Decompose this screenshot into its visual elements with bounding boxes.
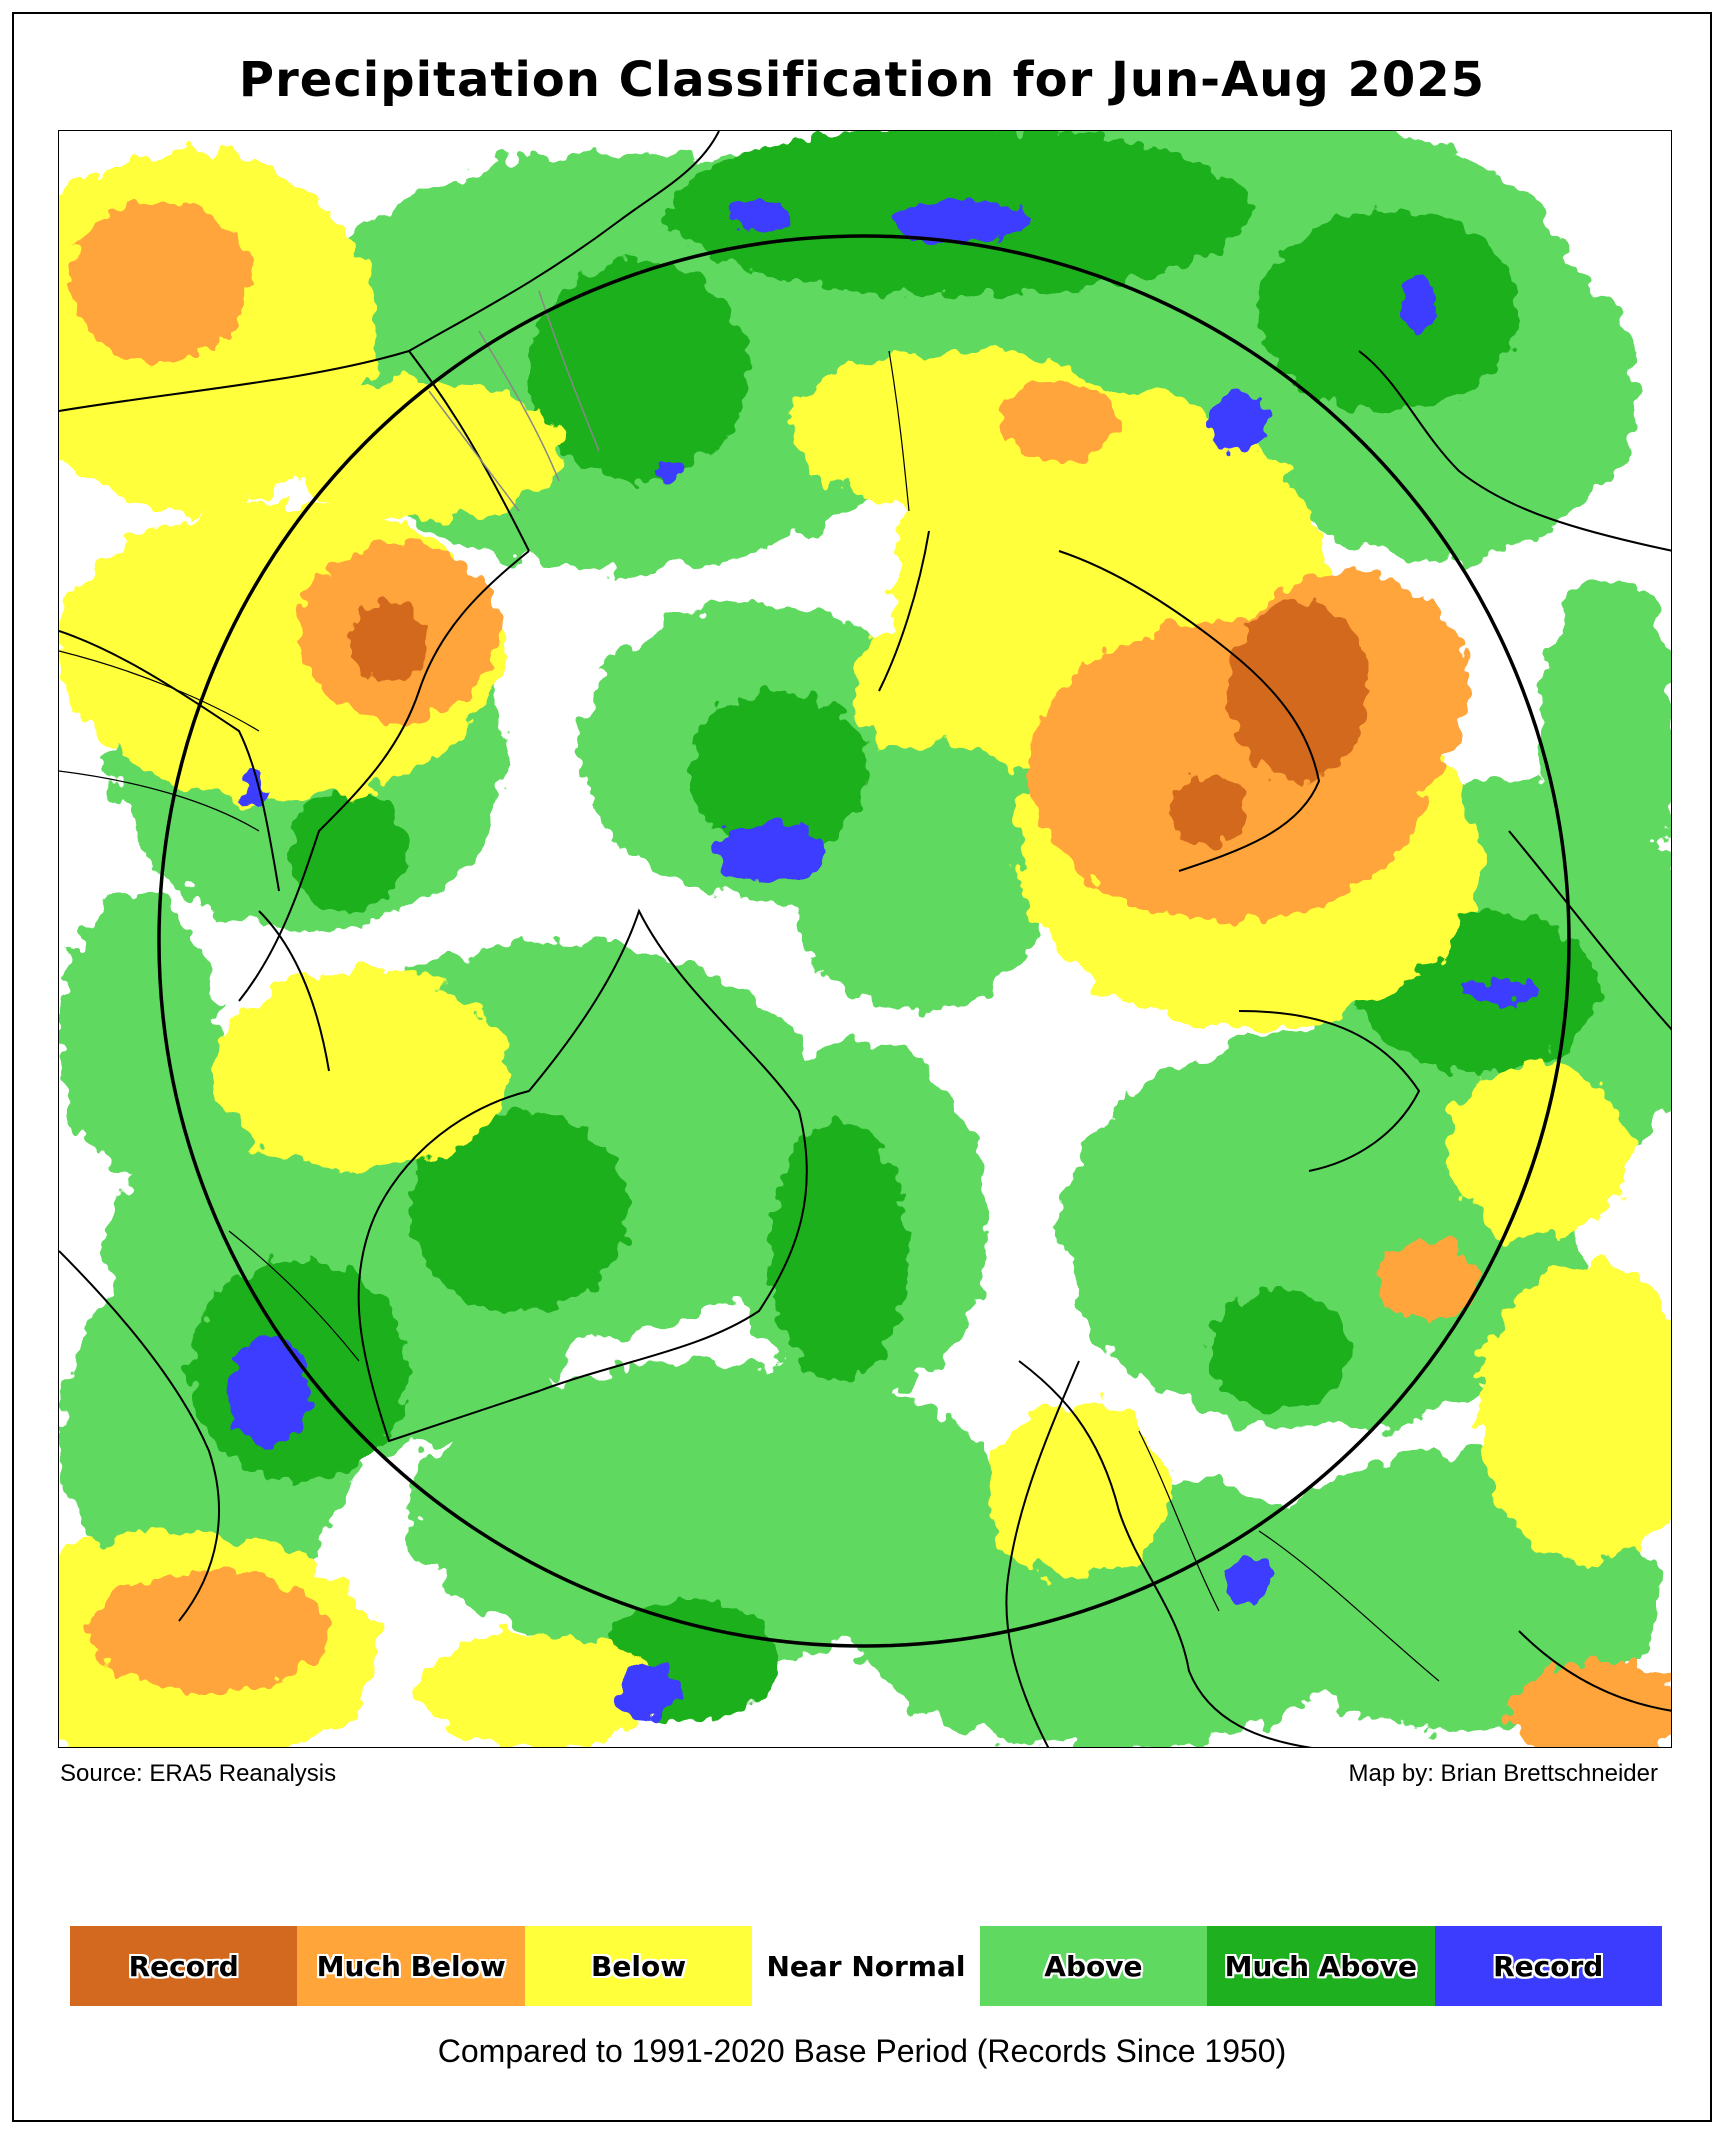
precipitation-map [58, 130, 1672, 1748]
legend: Record Much Below Below Near Normal Abov… [70, 1926, 1662, 2006]
legend-label: Much Below [316, 1949, 506, 1983]
legend-label: Above [1044, 1949, 1143, 1983]
legend-label: Record [1493, 1949, 1604, 1983]
legend-above: Above [979, 1926, 1208, 2006]
coastlines [59, 131, 1671, 1747]
legend-below: Below [524, 1926, 753, 2006]
figure-frame [12, 12, 1712, 2122]
base-period-note: Compared to 1991-2020 Base Period (Recor… [437, 2033, 1287, 2069]
legend-label: Record [128, 1949, 239, 1983]
legend-record-dry: Record [70, 1926, 298, 2006]
record-wet-areas [229, 200, 1539, 1719]
legend-label: Below [591, 1949, 687, 1983]
credit-text: Map by: Brian Brettschneider [1348, 1760, 1658, 1787]
legend-much-above: Much Above [1207, 1926, 1435, 2006]
source-text: Source: ERA5 Reanalysis [60, 1760, 337, 1787]
legend-near-normal: Near Normal [752, 1926, 980, 2006]
legend-much-below: Much Below [297, 1926, 525, 2006]
borders [59, 350, 1440, 1682]
record-dry-areas [349, 601, 1369, 846]
map-title: Precipitation Classification for Jun-Aug… [238, 52, 1486, 108]
arctic-circle [157, 234, 1571, 1648]
legend-record-wet: Record [1434, 1926, 1662, 2006]
legend-label: Much Above [1224, 1949, 1417, 1983]
legend-label: Near Normal [766, 1949, 966, 1983]
